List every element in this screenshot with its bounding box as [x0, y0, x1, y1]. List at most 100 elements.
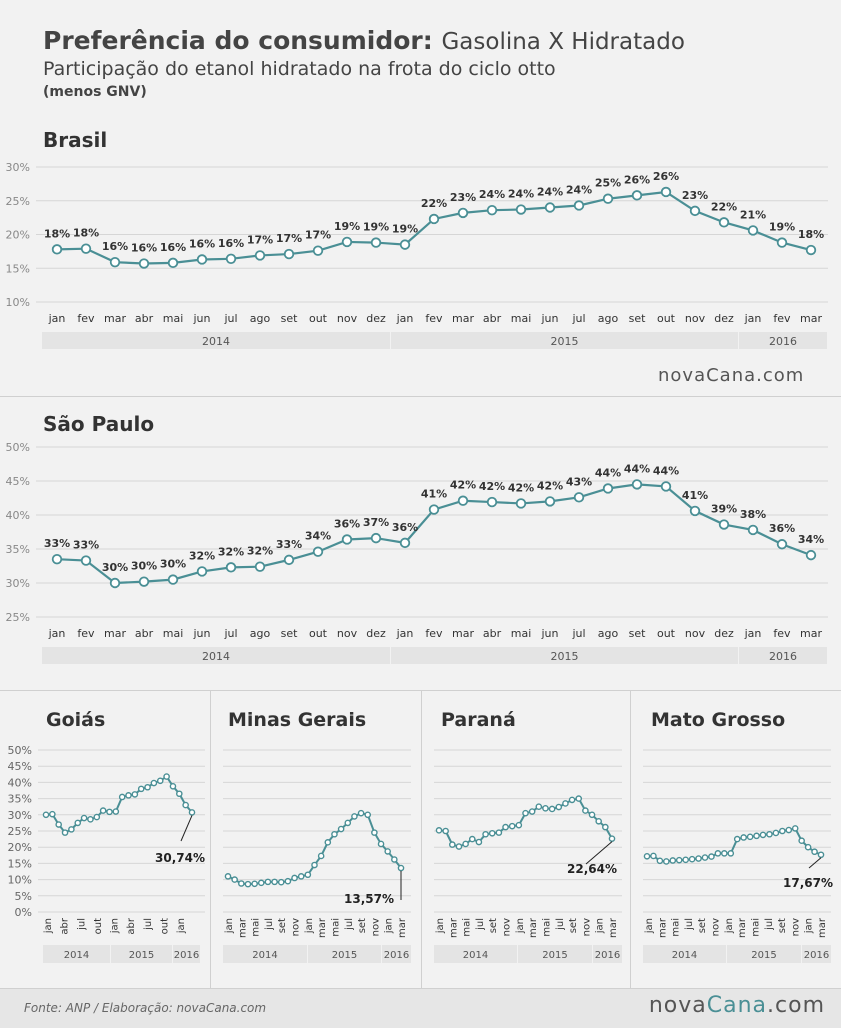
data-label: 16%	[189, 237, 215, 250]
data-point	[144, 783, 151, 791]
chart-title-minas-gerais: Minas Gerais	[228, 709, 367, 731]
x-tick-label: mai	[671, 918, 682, 937]
x-tick-label: jan	[396, 627, 414, 640]
y-tick-label: 50%	[8, 744, 32, 757]
data-label: 16%	[102, 240, 128, 253]
x-tick-label: out	[657, 627, 676, 640]
chart-brasil: 10%15%20%25%30%jan fev mar abr mai jun jul ago s…	[6, 161, 828, 349]
data-point	[150, 779, 158, 787]
data-point	[631, 479, 643, 490]
year-band	[111, 945, 172, 963]
y-tick-label: 10%	[8, 874, 32, 887]
data-point	[495, 829, 503, 836]
series-line	[227, 812, 402, 886]
data-point	[109, 577, 121, 589]
data-point	[257, 879, 265, 887]
data-label: 17%	[305, 229, 331, 242]
data-point	[324, 839, 332, 846]
year-label: 2015	[129, 950, 154, 961]
y-tick-label: 30%	[6, 577, 30, 590]
x-tick-label: out	[309, 312, 328, 325]
data-point	[608, 835, 616, 842]
data-point	[791, 825, 799, 832]
callout-line	[585, 841, 613, 865]
year-band	[434, 945, 517, 963]
x-tick-label: mar	[817, 917, 828, 938]
divider	[421, 690, 422, 988]
y-tick-label: 40%	[8, 776, 32, 789]
data-point	[341, 534, 353, 545]
data-point	[486, 205, 498, 216]
data-point	[656, 857, 664, 865]
data-point	[377, 840, 385, 848]
data-label: 32%	[247, 545, 273, 558]
chart-title-goias: Goiás	[46, 709, 106, 731]
x-tick-label: jul	[571, 627, 585, 640]
x-tick-label: jul	[143, 918, 154, 931]
data-point	[528, 808, 536, 815]
data-point	[695, 855, 702, 862]
data-point	[51, 553, 63, 565]
data-point	[718, 217, 730, 228]
data-label: 39%	[711, 503, 737, 516]
year-band	[173, 945, 200, 963]
x-tick-label: jan	[515, 918, 526, 934]
x-tick-label: jan	[48, 627, 66, 640]
x-tick-label: nov	[711, 918, 722, 936]
data-label: 26%	[653, 170, 679, 183]
data-label: 24%	[537, 186, 563, 199]
data-point	[312, 245, 324, 256]
data-point	[457, 207, 469, 219]
x-tick-label: nov	[685, 627, 706, 640]
y-tick-label: 45%	[8, 760, 32, 773]
x-tick-label: jul	[684, 918, 695, 931]
data-label: 34%	[798, 533, 824, 546]
x-tick-label: jan	[110, 918, 121, 934]
x-tick-label: jan	[304, 918, 315, 934]
data-point	[167, 257, 179, 269]
divider	[630, 690, 631, 988]
data-label: 26%	[624, 173, 650, 186]
data-point	[291, 874, 298, 882]
source-note: Fonte: ANP / Elaboração: novaCana.com	[24, 1001, 267, 1015]
data-label: 42%	[479, 480, 505, 493]
x-tick-label: mar	[800, 627, 822, 640]
x-tick-label: dez	[366, 312, 386, 325]
data-point	[747, 225, 759, 236]
x-tick-label: nov	[337, 627, 358, 640]
data-label: 34%	[305, 530, 331, 543]
data-point	[254, 561, 266, 572]
x-tick-label: mar	[657, 917, 668, 938]
data-label: 30%	[160, 558, 186, 571]
data-point	[238, 880, 245, 887]
subtitle-note: (menos GNV)	[43, 84, 147, 100]
x-tick-label: nov	[790, 918, 801, 936]
data-label: 42%	[508, 481, 534, 494]
x-tick-label: jan	[176, 918, 187, 934]
x-tick-label: jan	[384, 918, 395, 934]
year-band	[739, 647, 827, 664]
data-point	[555, 803, 563, 811]
data-point	[544, 496, 556, 507]
x-tick-label: nov	[502, 918, 513, 936]
y-tick-label: 10%	[6, 296, 30, 309]
x-tick-label: mai	[163, 627, 184, 640]
x-tick-label: set	[777, 918, 788, 933]
year-label: 2016	[769, 650, 797, 663]
callout-line	[180, 815, 193, 842]
data-label: 19%	[769, 221, 795, 234]
data-point	[125, 792, 132, 799]
x-tick-label: mar	[452, 627, 474, 640]
data-label: 36%	[334, 517, 360, 530]
x-tick-label: jun	[193, 312, 211, 325]
final-value-label: 13,57%	[344, 892, 394, 906]
x-tick-label: nov	[685, 312, 706, 325]
data-label: 44%	[653, 464, 679, 477]
data-label: 41%	[682, 489, 708, 502]
data-label: 33%	[73, 539, 99, 552]
data-point	[588, 811, 596, 819]
year-band	[43, 945, 110, 963]
x-tick-label: mar	[104, 312, 126, 325]
data-point	[727, 850, 735, 857]
data-label: 22%	[711, 200, 737, 213]
